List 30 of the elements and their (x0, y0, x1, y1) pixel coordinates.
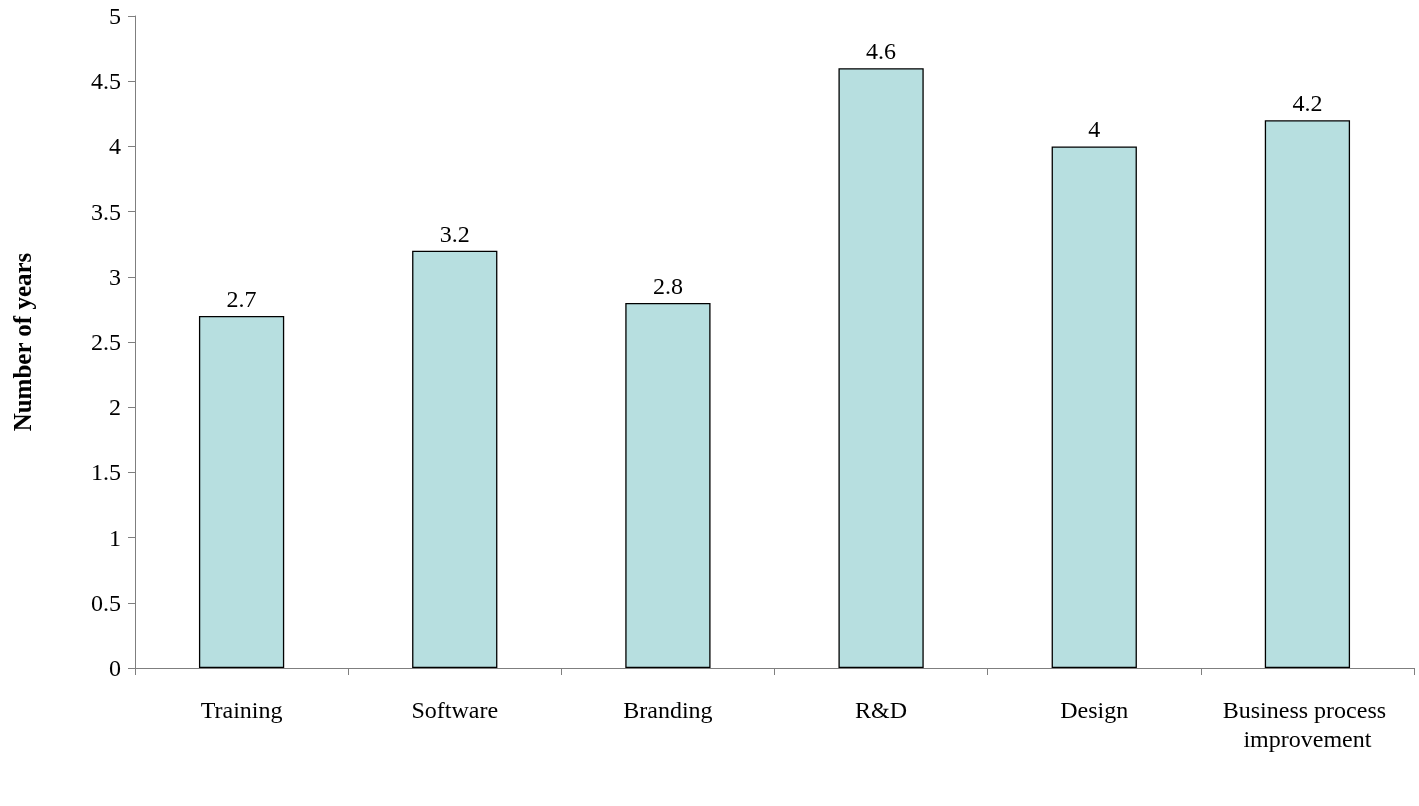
y-tick-label: 3 (109, 263, 121, 290)
x-tick-label: Branding (623, 696, 713, 723)
bar (1051, 146, 1137, 668)
y-tick-label: 2.5 (91, 329, 121, 355)
x-tick-label: Business process improvement (1222, 696, 1393, 752)
y-tick-label: 0 (109, 655, 121, 681)
y-tick-label: 1 (109, 524, 121, 551)
y-tick-label: 4 (109, 133, 121, 160)
data-label: 4.6 (866, 38, 897, 65)
bar (198, 315, 285, 668)
data-label: 4.2 (1292, 90, 1323, 117)
bar (1264, 120, 1351, 668)
x-tick-label: R&D (855, 696, 908, 723)
y-tick-label: 1.5 (91, 459, 121, 486)
data-label: 2.7 (226, 285, 257, 312)
y-tick-label: 4.5 (91, 68, 121, 95)
data-label: 3.2 (439, 220, 470, 247)
data-label: 2.8 (652, 272, 683, 299)
bar (838, 68, 924, 668)
bar (625, 302, 711, 668)
y-tick-label: 2 (109, 394, 121, 421)
data-label: 4 (1088, 116, 1101, 143)
y-axis-title: Number of years (9, 252, 36, 432)
x-tick-label: Training (200, 696, 283, 723)
y-tick-label: 0.5 (91, 589, 121, 616)
y-tick-label: 5 (109, 3, 121, 29)
y-tick-label: 3.5 (91, 198, 121, 225)
x-tick-label: Software (411, 696, 499, 723)
x-tick-label: Design (1060, 696, 1129, 723)
bar (412, 250, 498, 668)
